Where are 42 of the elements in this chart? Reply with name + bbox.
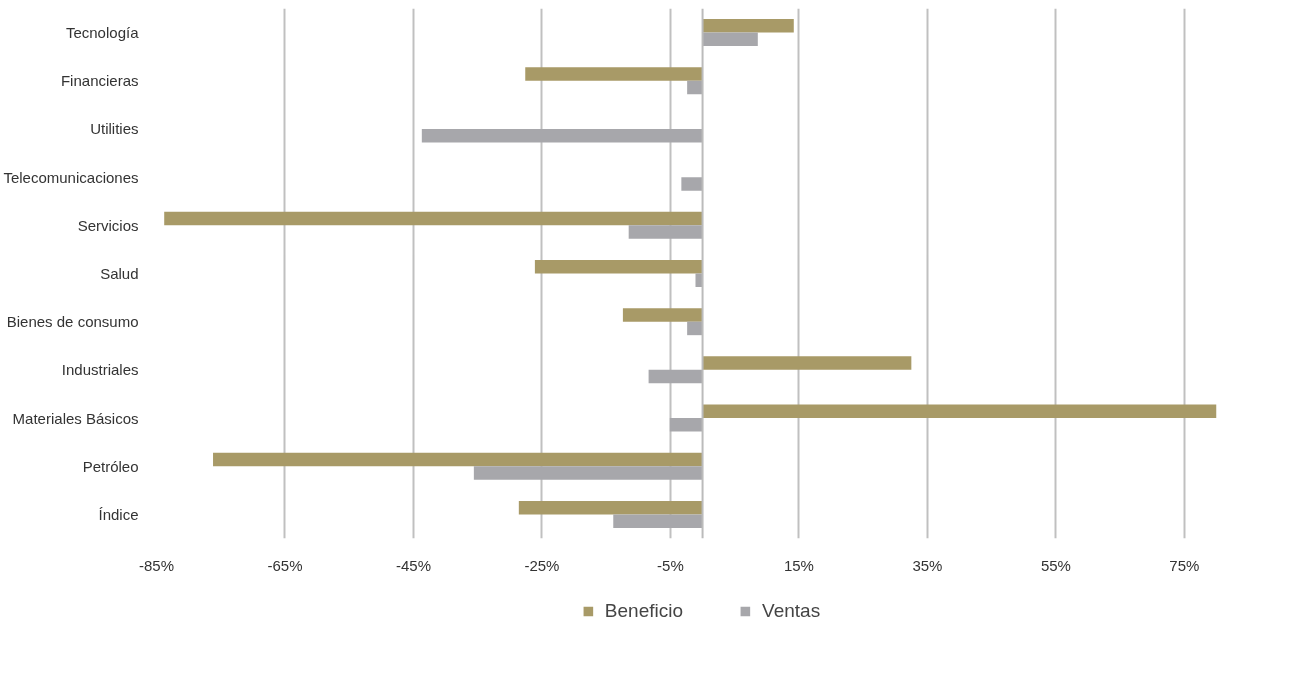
y-tick-label: Petróleo — [82, 457, 139, 475]
bar — [622, 308, 703, 322]
y-tick-label: Materiales Básicos — [12, 409, 139, 427]
bar — [534, 260, 703, 274]
bar — [421, 128, 703, 143]
bar — [628, 225, 703, 239]
y-tick-label: Financieras — [60, 72, 139, 90]
bar — [702, 19, 794, 33]
bar — [695, 273, 703, 287]
y-tick-label: Índice — [98, 505, 139, 523]
bar — [518, 500, 703, 515]
bar — [613, 514, 703, 528]
y-tick-label: Industriales — [61, 361, 139, 379]
x-tick-label: -5% — [657, 556, 684, 574]
bar — [164, 211, 703, 226]
bar — [669, 418, 703, 432]
x-tick-label: -85% — [138, 556, 175, 574]
bar — [702, 356, 912, 370]
bar — [702, 404, 1217, 419]
y-tick-label: Bienes de consumo — [6, 313, 139, 331]
x-tick-label: -25% — [524, 556, 560, 574]
x-tick-label: 15% — [783, 556, 814, 574]
x-tick-label: 75% — [1169, 556, 1200, 574]
y-tick-label: Tecnología — [65, 24, 140, 42]
x-tick-label: 35% — [912, 556, 943, 574]
bar — [681, 177, 703, 191]
bar — [687, 321, 703, 336]
bar — [473, 466, 703, 480]
bar — [525, 67, 703, 81]
legend-label: Ventas — [762, 600, 821, 622]
y-tick-label: Salud — [100, 265, 139, 282]
y-tick-label: Utilities — [90, 120, 139, 138]
x-tick-label: 55% — [1040, 556, 1071, 574]
x-tick-label: -45% — [395, 556, 431, 574]
y-tick-label: Telecomunicaciones — [3, 168, 139, 186]
bar — [213, 452, 703, 467]
legend-label: Beneficio — [604, 600, 684, 622]
y-tick-label: Servicios — [77, 216, 139, 234]
x-tick-label: -65% — [267, 556, 303, 574]
bar — [648, 369, 703, 384]
bar — [687, 80, 703, 95]
bar — [702, 32, 758, 47]
